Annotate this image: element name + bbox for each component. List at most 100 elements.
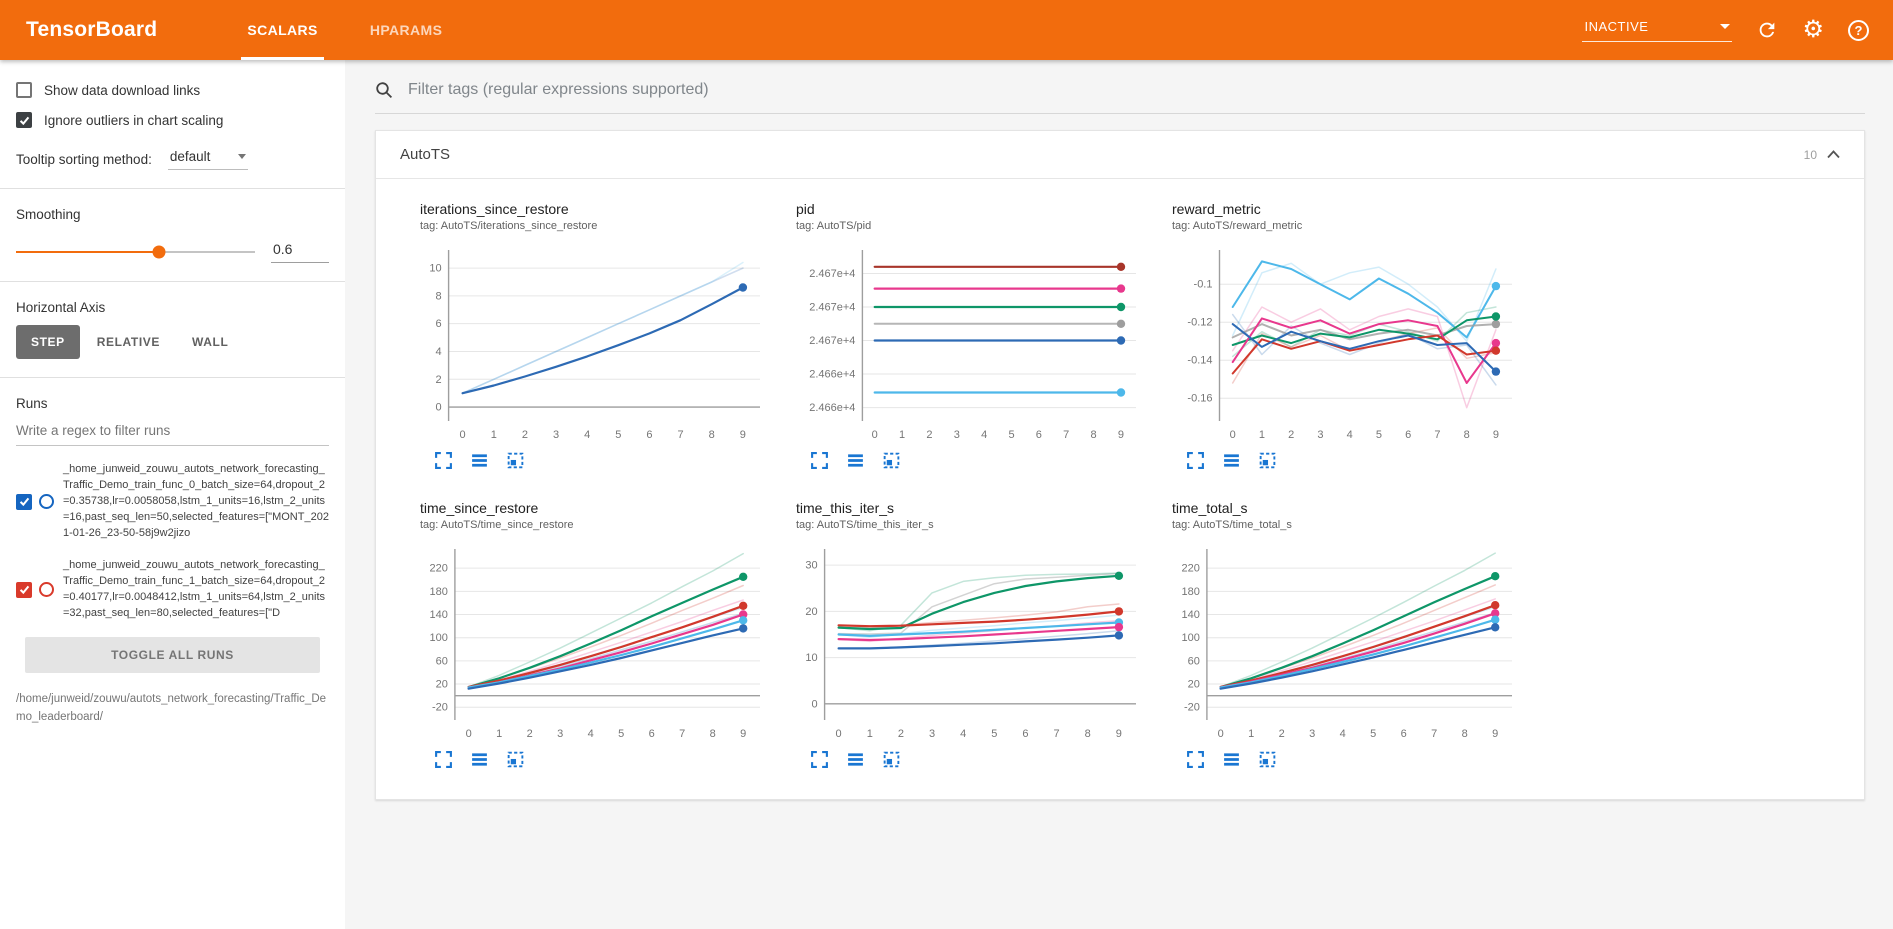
- smoothing-slider[interactable]: [16, 245, 255, 258]
- svg-text:8: 8: [709, 429, 715, 441]
- fit-domain-icon[interactable]: [882, 451, 901, 470]
- status-dropdown[interactable]: INACTIVE: [1582, 18, 1733, 42]
- chevron-up-icon[interactable]: [1827, 150, 1840, 159]
- checkbox-icon[interactable]: [16, 82, 32, 98]
- horizontal-axis-buttons: STEP RELATIVE WALL: [16, 325, 329, 359]
- svg-text:140: 140: [1182, 609, 1200, 621]
- runs-menu-icon[interactable]: [1222, 451, 1241, 470]
- expand-chart-icon[interactable]: [810, 451, 829, 470]
- svg-text:2.466e+4: 2.466e+4: [809, 369, 855, 381]
- expand-chart-icon[interactable]: [810, 750, 829, 769]
- axis-button-relative[interactable]: RELATIVE: [96, 335, 160, 349]
- chart-plot-time_since_restore[interactable]: -20 20 60 100 140 180 220 0 1 2 3 4 5 6 7 8 9: [420, 539, 772, 744]
- svg-text:6: 6: [435, 318, 441, 330]
- fit-domain-icon[interactable]: [1258, 750, 1277, 769]
- run-name: _home_junweid_zouwu_autots_network_forec…: [63, 558, 326, 619]
- svg-text:6: 6: [646, 429, 652, 441]
- runs-menu-icon[interactable]: [846, 451, 865, 470]
- svg-text:2: 2: [527, 728, 533, 740]
- app-header: TensorBoard SCALARS HPARAMS INACTIVE ⚙ ?: [0, 0, 1893, 60]
- chart-plot-time_total_s[interactable]: -20 20 60 100 140 180 220 0 1 2 3 4 5 6 7 8 9: [1172, 539, 1524, 744]
- help-icon[interactable]: ?: [1848, 19, 1869, 41]
- fit-domain-icon[interactable]: [882, 750, 901, 769]
- runs-menu-icon[interactable]: [470, 451, 489, 470]
- svg-text:9: 9: [1118, 429, 1124, 441]
- svg-text:9: 9: [740, 429, 746, 441]
- expand-chart-icon[interactable]: [434, 451, 453, 470]
- chart-title: pid: [796, 201, 815, 217]
- tab-scalars[interactable]: SCALARS: [221, 0, 343, 60]
- svg-text:6: 6: [1405, 429, 1411, 441]
- tab-hparams[interactable]: HPARAMS: [369, 22, 443, 38]
- expand-chart-icon[interactable]: [434, 750, 453, 769]
- svg-text:5: 5: [618, 728, 624, 740]
- checkbox-icon[interactable]: [16, 112, 32, 128]
- settings-gear-icon[interactable]: ⚙: [1802, 16, 1824, 43]
- tag-group-header[interactable]: AutoTS 10: [376, 131, 1864, 179]
- tag-group-count: 10: [1803, 147, 1817, 162]
- svg-text:1: 1: [867, 728, 873, 740]
- smoothing-slider-fill: [16, 250, 160, 253]
- svg-text:8: 8: [1462, 728, 1468, 740]
- svg-text:4: 4: [435, 346, 441, 358]
- divider: [0, 377, 345, 378]
- runs-menu-icon[interactable]: [470, 750, 489, 769]
- svg-text:0: 0: [460, 429, 466, 441]
- svg-text:20: 20: [436, 679, 448, 691]
- runs-label: Runs: [16, 396, 48, 411]
- chart-plot-time_this_iter_s[interactable]: 0 10 20 30 0 1 2 3 4 5 6 7 8 9: [796, 539, 1148, 744]
- sidebar-checkbox-row-1[interactable]: Ignore outliers in chart scaling: [16, 112, 329, 128]
- refresh-icon[interactable]: [1756, 19, 1778, 41]
- runs-menu-icon[interactable]: [1222, 750, 1241, 769]
- toggle-all-runs-button[interactable]: TOGGLE ALL RUNS: [25, 637, 320, 674]
- svg-text:9: 9: [1116, 728, 1122, 740]
- fit-domain-icon[interactable]: [506, 750, 525, 769]
- svg-text:5: 5: [991, 728, 997, 740]
- checkbox-label: Show data download links: [44, 82, 201, 98]
- tag-filter-input[interactable]: [406, 80, 1865, 100]
- axis-button-wall[interactable]: WALL: [192, 335, 229, 349]
- svg-text:2: 2: [435, 374, 441, 386]
- logdir-path: /home/junweid/zouwu/autots_network_forec…: [16, 693, 327, 724]
- sidebar-checkboxes: Show data download links Ignore outliers …: [16, 82, 329, 128]
- status-label: INACTIVE: [1584, 18, 1649, 34]
- tag-filter-bar: [345, 60, 1893, 114]
- svg-text:1: 1: [899, 429, 905, 441]
- run-radio[interactable]: [39, 582, 54, 598]
- chart-tag: tag: AutoTS/pid: [796, 220, 872, 232]
- chart-plot-pid[interactable]: 2.467e+4 2.467e+4 2.467e+4 2.466e+4 2.466e+4…: [796, 240, 1148, 445]
- sidebar-checkbox-row-0[interactable]: Show data download links: [16, 82, 329, 98]
- svg-text:2.467e+4: 2.467e+4: [809, 335, 855, 347]
- smoothing-slider-thumb[interactable]: [152, 245, 166, 258]
- chart-toolbar: [796, 451, 1148, 470]
- svg-text:0: 0: [466, 728, 472, 740]
- app-logo: TensorBoard: [26, 18, 158, 41]
- run-item-1: _home_junweid_zouwu_autots_network_forec…: [16, 558, 329, 622]
- fit-domain-icon[interactable]: [506, 451, 525, 470]
- chart-plot-reward_metric[interactable]: -0.1 -0.12 -0.14 -0.16 0 1 2 3 4 5 6 7 8 9: [1172, 240, 1524, 445]
- fit-domain-icon[interactable]: [1258, 451, 1277, 470]
- svg-text:2: 2: [926, 429, 932, 441]
- chart-card-reward_metric: reward_metric tag: AutoTS/reward_metric -0…: [1172, 201, 1524, 470]
- svg-text:7: 7: [679, 728, 685, 740]
- horizontal-axis-label: Horizontal Axis: [16, 300, 106, 315]
- smoothing-value[interactable]: 0.6: [271, 240, 329, 263]
- svg-text:2: 2: [1288, 429, 1294, 441]
- run-checkbox[interactable]: [16, 493, 32, 510]
- svg-text:5: 5: [615, 429, 621, 441]
- run-radio[interactable]: [39, 494, 54, 510]
- svg-text:3: 3: [557, 728, 563, 740]
- run-checkbox[interactable]: [16, 581, 32, 598]
- tooltip-sorting-dropdown[interactable]: default: [167, 148, 249, 170]
- runs-menu-icon[interactable]: [846, 750, 865, 769]
- svg-text:30: 30: [805, 560, 817, 572]
- svg-text:-20: -20: [1184, 702, 1200, 714]
- svg-text:60: 60: [436, 655, 448, 667]
- axis-button-step[interactable]: STEP: [16, 325, 80, 359]
- expand-chart-icon[interactable]: [1186, 451, 1205, 470]
- runs-regex-input[interactable]: [16, 421, 329, 446]
- svg-text:1: 1: [1259, 429, 1265, 441]
- chart-plot-iterations_since_restore[interactable]: 0 2 4 6 8 10 0 1 2 3 4 5 6 7 8 9: [420, 240, 772, 445]
- chart-tag: tag: AutoTS/time_since_restore: [420, 519, 574, 531]
- expand-chart-icon[interactable]: [1186, 750, 1205, 769]
